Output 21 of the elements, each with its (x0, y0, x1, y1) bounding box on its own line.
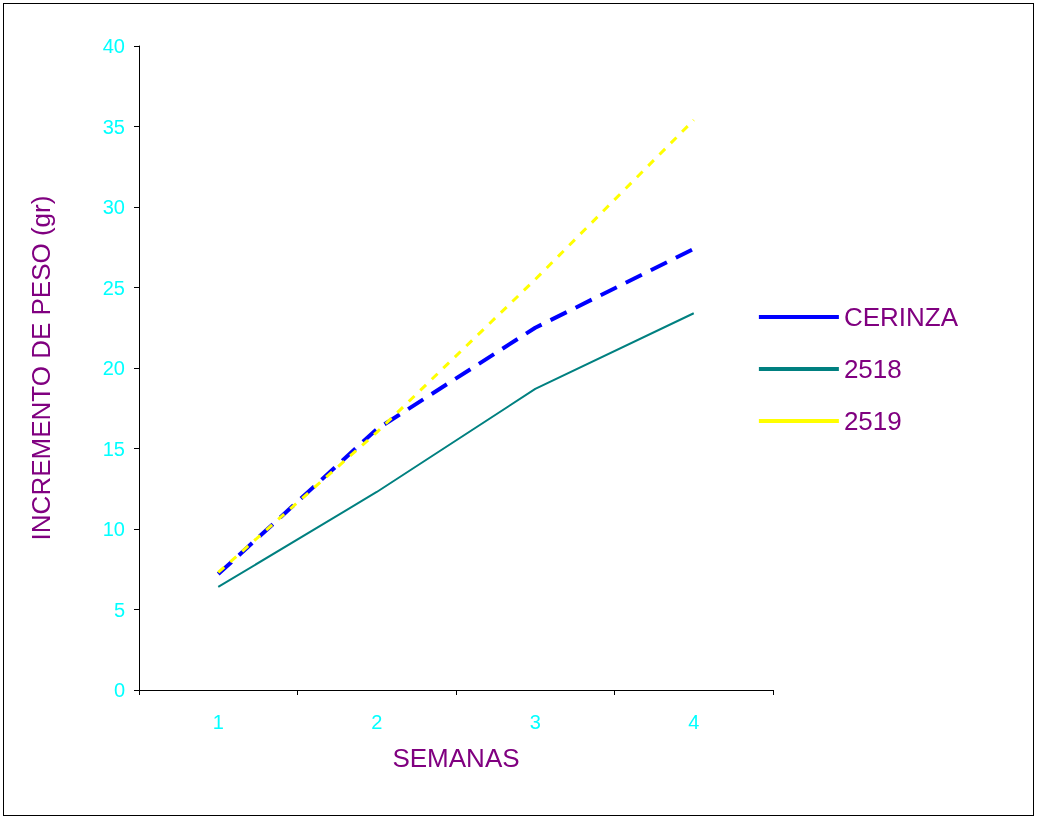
y-tick-label: 40 (102, 35, 125, 57)
line-series (217, 312, 695, 588)
y-tick-label: 35 (102, 115, 125, 138)
y-tick-label: 10 (102, 518, 125, 540)
x-tick-label: 4 (688, 711, 700, 733)
legend-label: CERINZA (843, 302, 959, 332)
y-axis-title: INCREMENTO DE PESO (gr) (26, 195, 56, 541)
legend-label: 2518 (843, 354, 902, 384)
x-tick-label: 1 (212, 711, 224, 733)
line-series (216, 118, 696, 574)
line-series (216, 246, 696, 577)
y-tick-label: 15 (102, 437, 125, 460)
legend-label: 2519 (843, 406, 902, 436)
x-tick-label: 2 (371, 711, 383, 733)
y-tick-label: 5 (113, 598, 125, 621)
y-tick-label: 30 (102, 196, 125, 218)
x-axis-title: SEMANAS (392, 743, 520, 773)
y-tick-label: 20 (102, 357, 125, 379)
y-tick-label: 0 (113, 679, 125, 701)
y-tick-label: 25 (102, 276, 125, 299)
x-tick-label: 3 (529, 711, 541, 733)
